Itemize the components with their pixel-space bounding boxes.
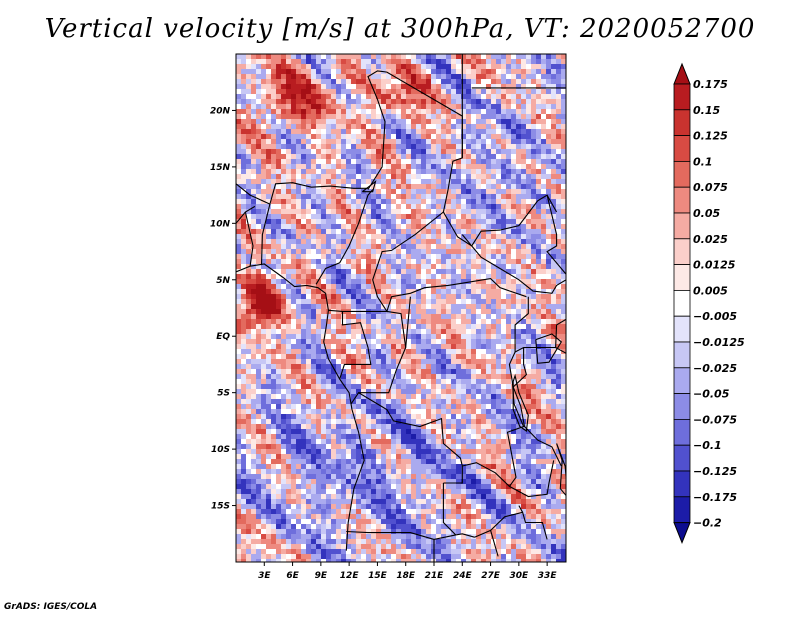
colorbar-label: 0.125 <box>693 130 728 143</box>
colorbar-label: −0.025 <box>693 362 737 375</box>
colorbar-segment <box>673 496 691 523</box>
colorbar-segment <box>673 160 691 188</box>
y-tick-label: 15N <box>210 163 231 173</box>
vertical-velocity-field <box>236 54 566 562</box>
x-tick-label: 12E <box>340 571 360 581</box>
x-tick-label: 9E <box>315 571 328 581</box>
border-line <box>367 70 472 247</box>
x-tick-label: 6E <box>286 571 299 581</box>
grads-credit: GrADS: IGES/COLA <box>4 602 98 612</box>
colorbar-label: −0.0125 <box>693 336 745 349</box>
border-line <box>405 296 411 348</box>
colorbar-segment <box>673 238 691 266</box>
border-line <box>512 373 529 432</box>
colorbar-segment <box>673 418 691 446</box>
x-tick-label: 33E <box>538 571 558 581</box>
border-line <box>509 460 555 498</box>
colorbar-label: 0.005 <box>693 284 728 297</box>
colorbar-label: 0.0125 <box>693 259 736 272</box>
y-tick-label: 20N <box>210 106 231 116</box>
colorbar-segment <box>673 341 691 369</box>
colorbar-bottom-arrow <box>673 522 691 544</box>
border-line <box>372 211 527 313</box>
border-line <box>361 180 377 193</box>
colorbar-label: −0.075 <box>693 413 737 426</box>
y-tick-label: EQ <box>216 332 230 342</box>
colorbar-segment <box>673 289 691 317</box>
x-tick-label: 3E <box>258 571 271 581</box>
y-tick-label: 15S <box>211 502 230 512</box>
x-axis: 3E 6E 9E 12E 15E 18E 21E 24E 27E 30E 33E <box>258 562 557 581</box>
y-tick-label: 10S <box>211 445 230 455</box>
colorbar-segment <box>673 135 691 162</box>
colorbar-label: 0.1 <box>693 155 713 168</box>
colorbar-label: −0.05 <box>693 388 730 401</box>
colorbar-segment <box>673 367 691 394</box>
colorbar-segment <box>673 264 691 291</box>
border-line <box>556 443 566 497</box>
x-tick-label: 30E <box>510 571 530 581</box>
colorbar-label: −0.175 <box>693 491 737 504</box>
border-line <box>535 333 563 364</box>
x-tick-label: 27E <box>481 571 501 581</box>
chart-title: Vertical velocity [m/s] at 300hPa, VT: 2… <box>44 14 756 44</box>
border-line <box>236 263 365 551</box>
border-line <box>442 483 457 536</box>
x-tick-label: 15E <box>368 571 388 581</box>
y-tick-label: 5N <box>216 276 230 286</box>
border-line <box>339 311 372 380</box>
y-tick-label: 10N <box>210 219 231 229</box>
colorbar-segment <box>673 315 691 343</box>
map-frame <box>235 53 567 563</box>
colorbar-label: 0.15 <box>693 104 720 117</box>
colorbar-top-arrow <box>673 62 691 85</box>
border-line <box>512 347 562 467</box>
border-line <box>236 183 271 205</box>
colorbar-label: −0.125 <box>693 465 737 478</box>
colorbar-segment <box>673 186 691 214</box>
border-line <box>236 205 256 224</box>
border-line <box>490 530 499 557</box>
colorbar-label: −0.005 <box>693 310 737 323</box>
colorbar-segment <box>673 444 691 472</box>
colorbar-label: 0.05 <box>693 207 720 220</box>
colorbar-label: 0.175 <box>693 78 728 91</box>
border-line <box>461 234 566 294</box>
border-line <box>315 189 374 285</box>
x-tick-label: 24E <box>453 571 473 581</box>
colorbar-label: −0.2 <box>693 517 722 530</box>
y-tick-label: 5S <box>217 389 230 399</box>
x-tick-label: 18E <box>396 571 416 581</box>
colorbar-label: 0.075 <box>693 181 728 194</box>
colorbar-segment <box>673 109 691 137</box>
x-tick-label: 21E <box>425 571 445 581</box>
colorbar-segment <box>673 212 691 240</box>
border-line <box>518 505 524 513</box>
border-line <box>546 194 566 275</box>
country-borders <box>236 54 566 562</box>
border-line <box>328 309 387 312</box>
colorbar-segment <box>673 470 691 498</box>
colorbar-label: 0.025 <box>693 233 728 246</box>
colorbar-segment <box>673 83 691 111</box>
border-line <box>260 182 368 266</box>
colorbar-segment <box>673 393 691 420</box>
colorbar: 0.175 0.15 0.125 0.1 0.075 0.05 0.025 0.0125 0.0… <box>673 62 745 544</box>
border-line <box>244 211 254 267</box>
y-axis: 20N 15N 10N 5N EQ 5S 10S 15S <box>210 106 236 512</box>
chart: 3E 6E 9E 12E 15E 18E 21E 24E 27E 30E 33E 20N 15N 10N… <box>210 53 745 581</box>
border-line <box>443 466 463 484</box>
colorbar-label: −0.1 <box>693 439 722 452</box>
